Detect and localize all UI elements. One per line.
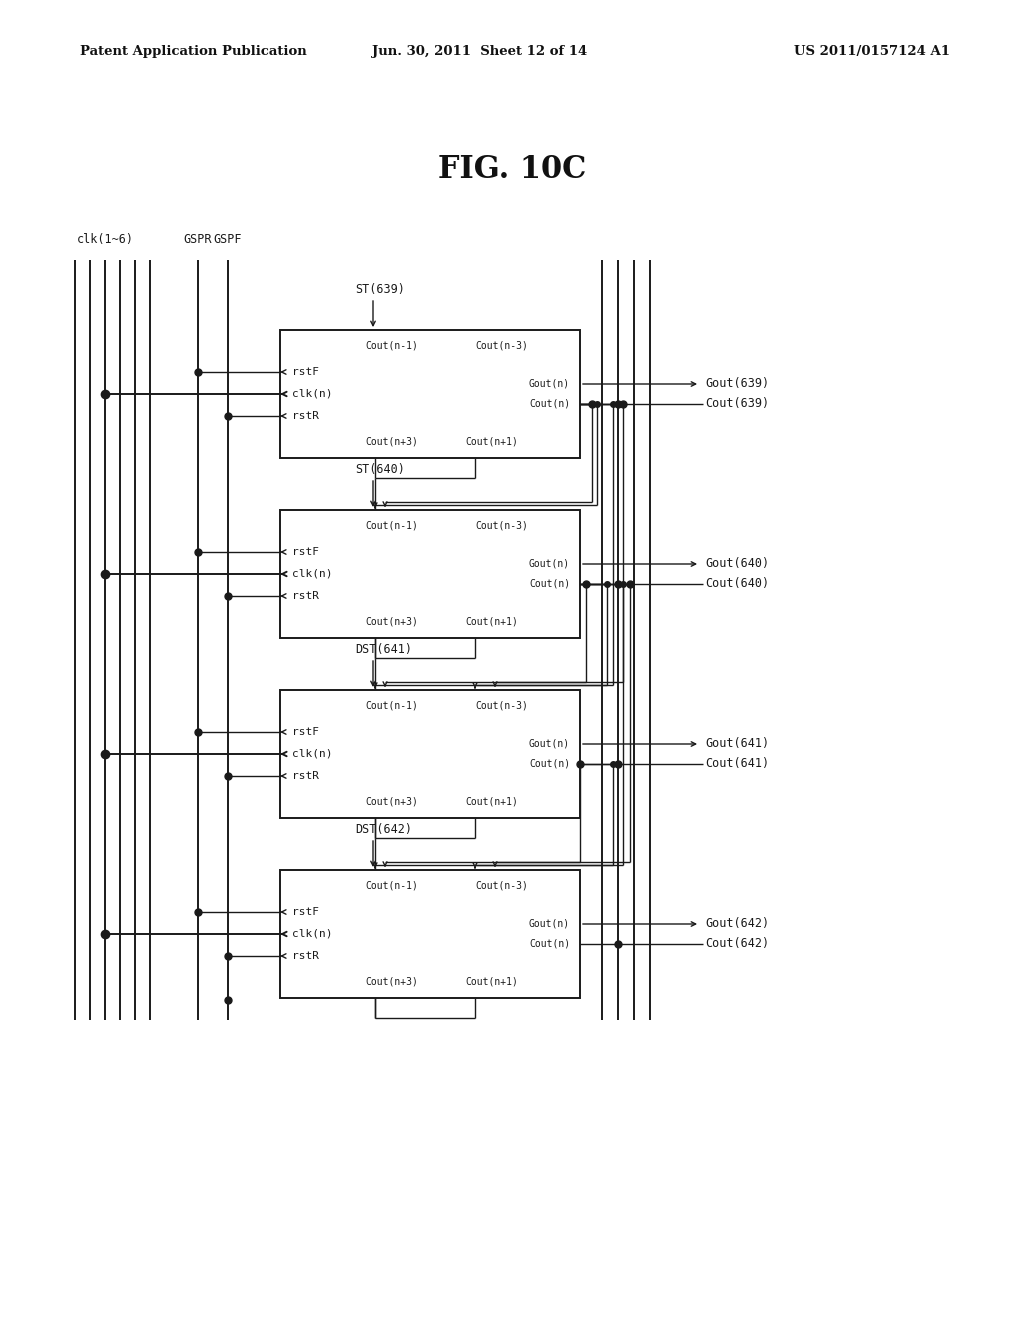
Text: Cout(n-3): Cout(n-3) [475, 701, 528, 711]
Text: rstR: rstR [292, 771, 319, 781]
Text: Cout(639): Cout(639) [705, 397, 769, 411]
Text: Gout(639): Gout(639) [705, 378, 769, 391]
Text: Gout(640): Gout(640) [705, 557, 769, 570]
Text: Jun. 30, 2011  Sheet 12 of 14: Jun. 30, 2011 Sheet 12 of 14 [373, 45, 588, 58]
Text: clk(n): clk(n) [292, 569, 333, 579]
Text: Cout(n): Cout(n) [528, 939, 570, 949]
Text: Cout(n-1): Cout(n-1) [365, 880, 418, 891]
Text: GSPR: GSPR [183, 234, 212, 246]
Text: Cout(n+3): Cout(n+3) [365, 437, 418, 447]
Text: Gout(n): Gout(n) [528, 739, 570, 748]
Text: Gout(n): Gout(n) [528, 558, 570, 569]
Text: Cout(n-1): Cout(n-1) [365, 701, 418, 711]
Text: GSPF: GSPF [214, 234, 243, 246]
Text: Cout(n+1): Cout(n+1) [465, 977, 518, 987]
Text: Cout(n): Cout(n) [528, 759, 570, 770]
Text: Gout(641): Gout(641) [705, 738, 769, 751]
Text: US 2011/0157124 A1: US 2011/0157124 A1 [794, 45, 950, 58]
Text: clk(1~6): clk(1~6) [77, 234, 133, 246]
Text: Cout(n): Cout(n) [528, 399, 570, 409]
Text: rstF: rstF [292, 727, 319, 737]
Text: DST(641): DST(641) [355, 644, 412, 656]
Text: ST(640): ST(640) [355, 463, 404, 477]
Bar [280, 510, 580, 638]
Text: rstF: rstF [292, 546, 319, 557]
Bar [280, 690, 580, 818]
Text: FIG. 10C: FIG. 10C [438, 154, 586, 186]
Text: Gout(n): Gout(n) [528, 919, 570, 929]
Text: DST(642): DST(642) [355, 824, 412, 837]
Text: clk(n): clk(n) [292, 748, 333, 759]
Text: Gout(n): Gout(n) [528, 379, 570, 389]
Text: Patent Application Publication: Patent Application Publication [80, 45, 307, 58]
Bar [280, 330, 580, 458]
Text: Cout(n+1): Cout(n+1) [465, 437, 518, 447]
Text: Cout(n-1): Cout(n-1) [365, 341, 418, 351]
Text: rstR: rstR [292, 950, 319, 961]
Text: Cout(n-3): Cout(n-3) [475, 880, 528, 891]
Text: Cout(640): Cout(640) [705, 578, 769, 590]
Text: Cout(n-3): Cout(n-3) [475, 521, 528, 531]
Text: Cout(n+1): Cout(n+1) [465, 616, 518, 627]
Text: Cout(n-3): Cout(n-3) [475, 341, 528, 351]
Text: Cout(641): Cout(641) [705, 758, 769, 771]
Text: Cout(n+3): Cout(n+3) [365, 797, 418, 807]
Text: Cout(n-1): Cout(n-1) [365, 521, 418, 531]
Bar [280, 870, 580, 998]
Text: Gout(642): Gout(642) [705, 917, 769, 931]
Text: rstR: rstR [292, 591, 319, 601]
Text: ST(639): ST(639) [355, 284, 404, 297]
Text: Cout(n): Cout(n) [528, 579, 570, 589]
Text: rstF: rstF [292, 367, 319, 378]
Text: Cout(n+3): Cout(n+3) [365, 977, 418, 987]
Text: Cout(n+3): Cout(n+3) [365, 616, 418, 627]
Text: Cout(n+1): Cout(n+1) [465, 797, 518, 807]
Text: clk(n): clk(n) [292, 389, 333, 399]
Text: clk(n): clk(n) [292, 929, 333, 939]
Text: Cout(642): Cout(642) [705, 937, 769, 950]
Text: rstF: rstF [292, 907, 319, 917]
Text: rstR: rstR [292, 411, 319, 421]
